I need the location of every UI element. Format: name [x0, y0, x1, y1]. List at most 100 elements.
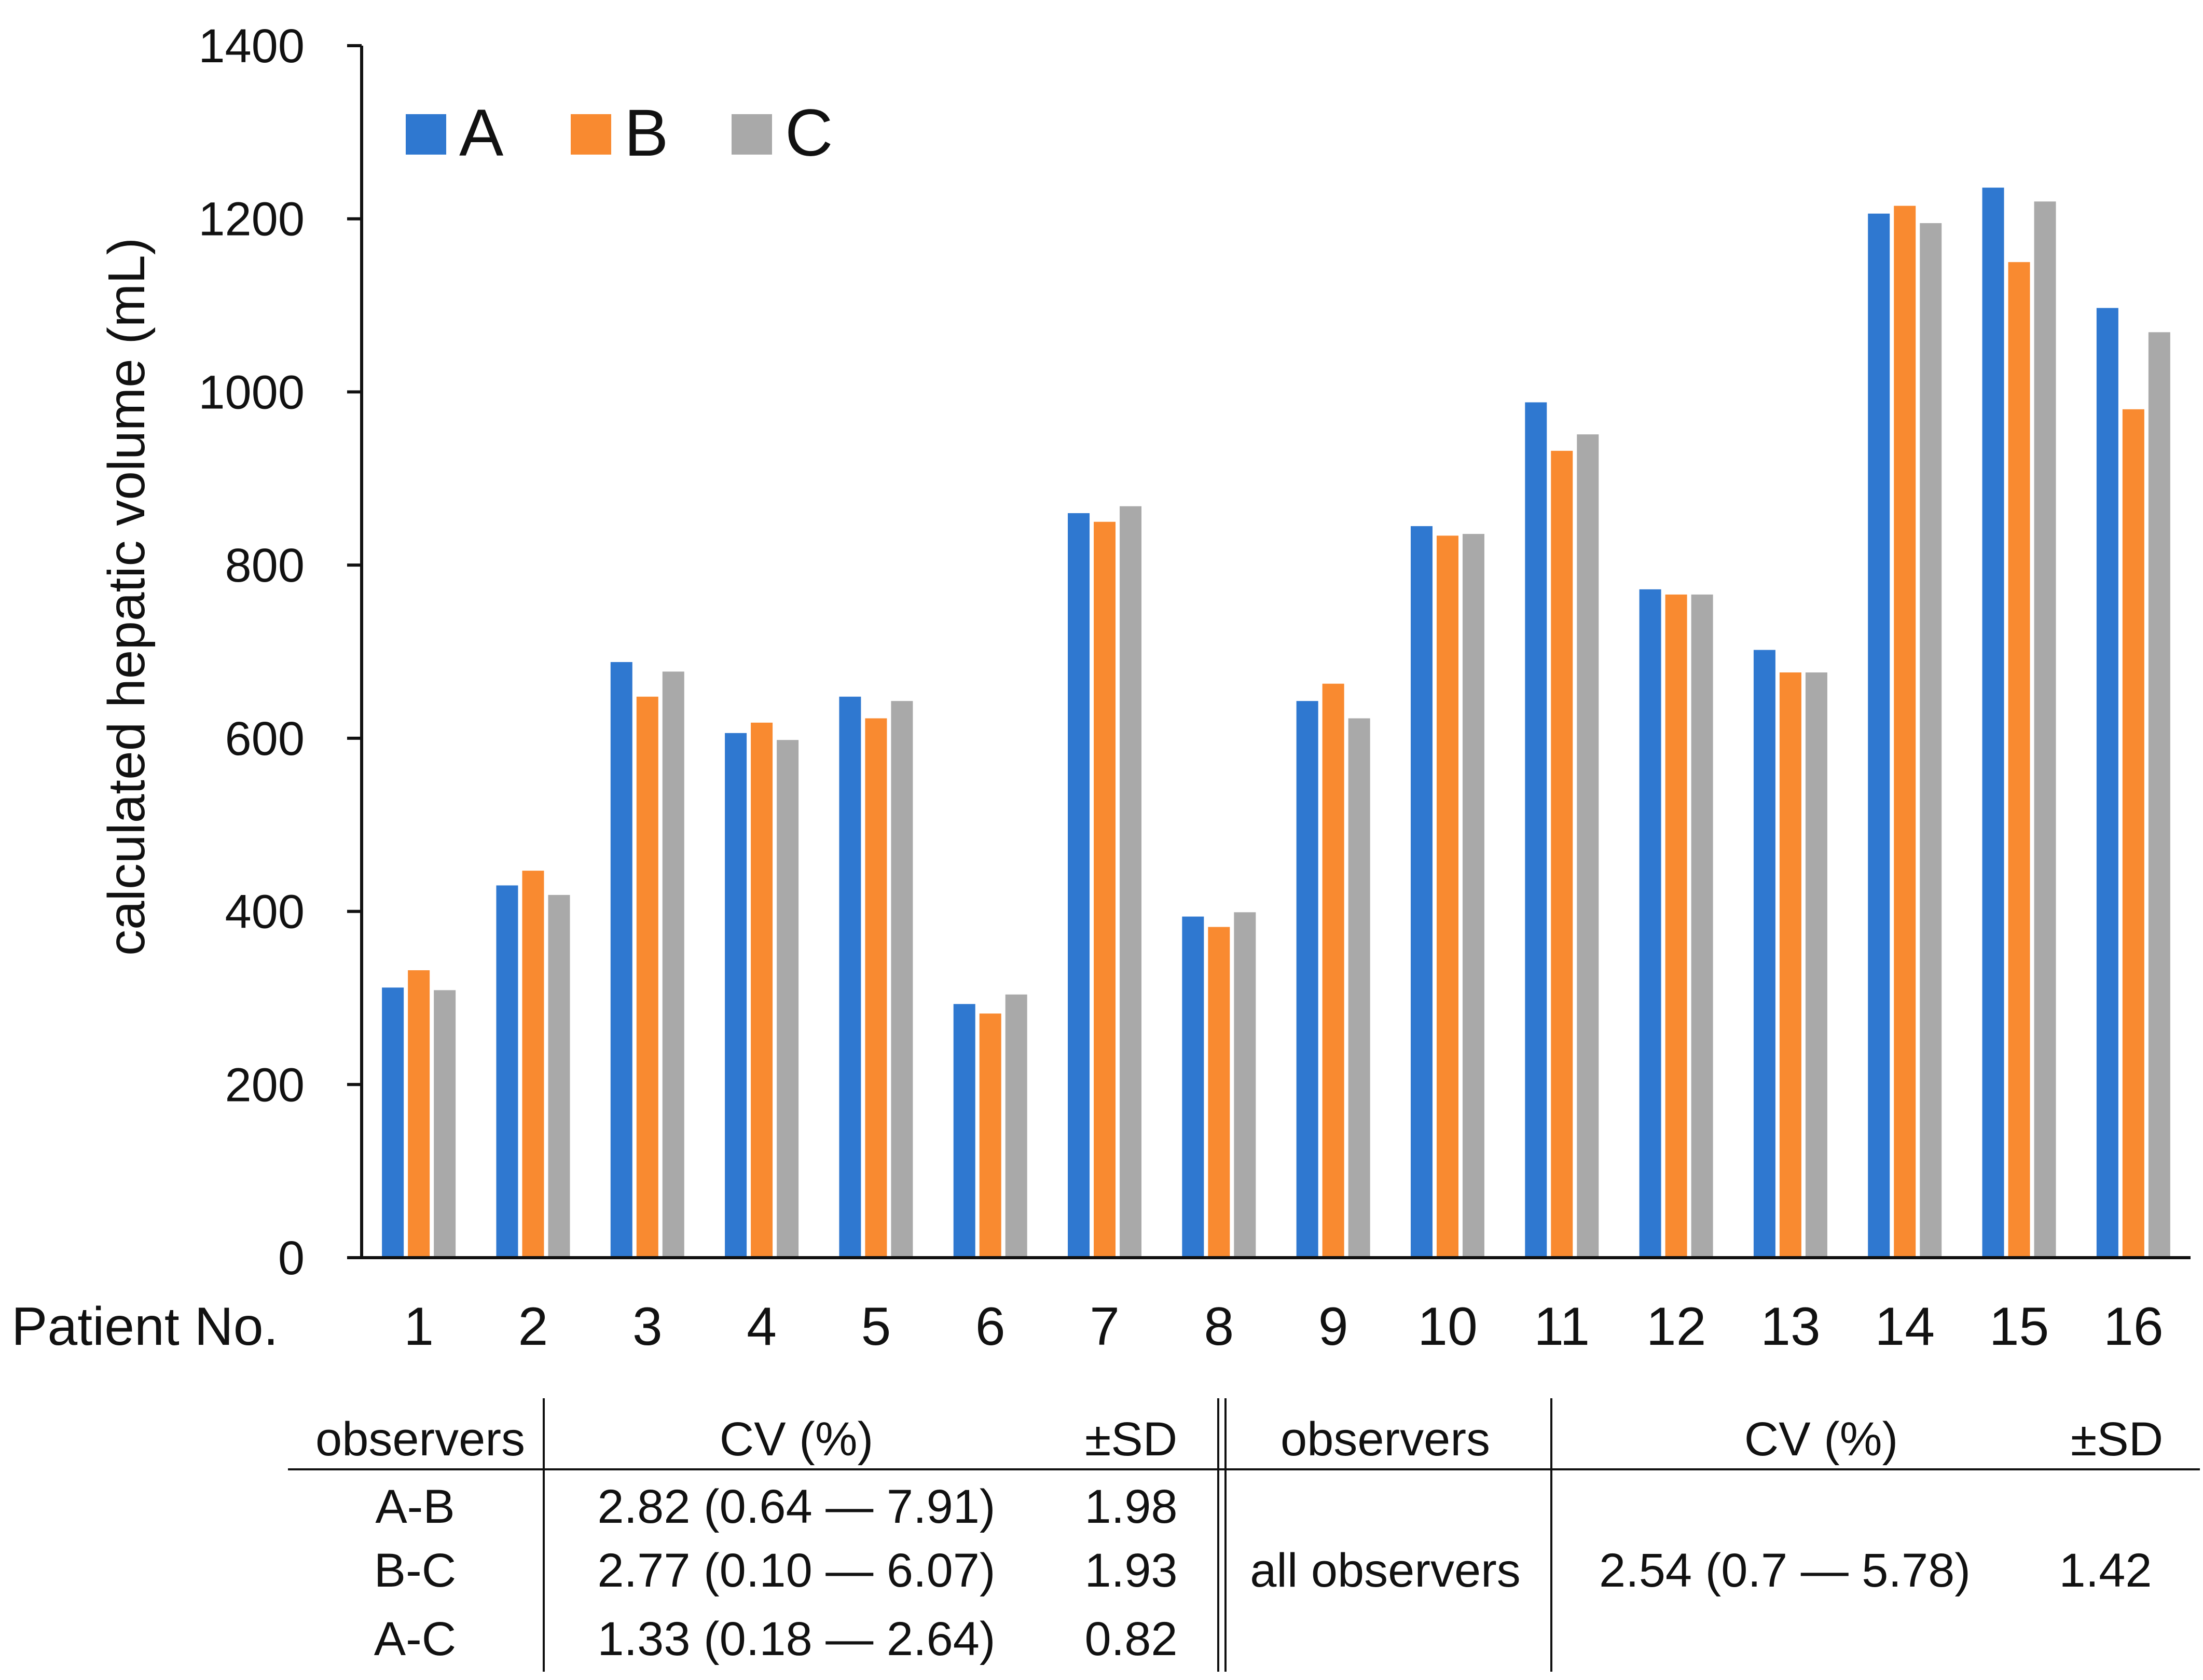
table-header-cv-2: CV (%) — [1744, 1413, 1898, 1466]
x-tick-label: 8 — [1204, 1297, 1234, 1357]
table-row-cv: 2.82 (0.64 — 7.91) — [597, 1480, 995, 1533]
bar-c-patient-12 — [1691, 594, 1713, 1258]
table-header-sd: ±SD — [1085, 1413, 1177, 1466]
bar-a-patient-16 — [2096, 308, 2118, 1258]
y-tick-label: 200 — [225, 1058, 305, 1111]
bar-c-patient-2 — [548, 894, 570, 1258]
bar-a-patient-3 — [610, 662, 632, 1258]
y-axis-label: calculated hepatic volume (mL) — [98, 238, 156, 956]
table-row-pair: A-C — [374, 1613, 456, 1665]
bar-c-patient-7 — [1120, 506, 1142, 1258]
x-tick-label: 12 — [1646, 1297, 1706, 1357]
bar-b-patient-3 — [636, 696, 658, 1258]
bar-a-patient-13 — [1753, 650, 1775, 1258]
x-tick-label: 6 — [975, 1297, 1006, 1357]
bar-c-patient-10 — [1462, 534, 1484, 1258]
table-all-observers-label: all observers — [1250, 1544, 1521, 1597]
bar-c-patient-9 — [1348, 718, 1370, 1258]
x-tick-label: 14 — [1875, 1297, 1935, 1357]
bar-b-patient-7 — [1094, 521, 1116, 1258]
bar-a-patient-7 — [1068, 513, 1090, 1258]
x-axis-label: Patient No. — [11, 1297, 279, 1357]
legend-swatch-c — [732, 114, 772, 155]
legend-swatch-a — [406, 114, 446, 155]
table-header-observers: observers — [315, 1413, 525, 1466]
bar-a-patient-11 — [1525, 402, 1547, 1258]
bar-c-patient-15 — [2034, 201, 2056, 1258]
bar-a-patient-1 — [382, 987, 404, 1258]
x-tick-label: 5 — [861, 1297, 891, 1357]
bar-c-patient-4 — [777, 740, 799, 1258]
bar-a-patient-9 — [1296, 701, 1318, 1258]
legend-label-a: A — [459, 96, 504, 170]
y-tick-label: 400 — [225, 886, 305, 939]
y-tick-label: 1200 — [198, 193, 305, 246]
x-ticks: 1 2 3 4 5 6 7 8 9 10 11 12 13 14 15 16 — [404, 1297, 2163, 1357]
table-row-sd: 1.98 — [1084, 1480, 1177, 1533]
x-tick-label: 11 — [1534, 1297, 1590, 1357]
y-tick-label: 0 — [278, 1232, 305, 1285]
bar-c-patient-11 — [1577, 434, 1599, 1258]
bar-a-patient-14 — [1868, 213, 1890, 1258]
bar-a-patient-10 — [1410, 526, 1433, 1258]
y-tick-label: 800 — [225, 539, 305, 592]
table-row-sd: 1.93 — [1084, 1544, 1177, 1597]
bar-a-patient-4 — [725, 733, 747, 1258]
table-all-observers-cv: 2.54 (0.7 — 5.78) — [1599, 1544, 1971, 1597]
table-row-cv: 1.33 (0.18 — 2.64) — [597, 1613, 995, 1665]
table-row-sd: 0.82 — [1084, 1613, 1177, 1665]
table-all-observers-sd: 1.42 — [2059, 1544, 2152, 1597]
x-tick-label: 7 — [1090, 1297, 1120, 1357]
bar-b-patient-12 — [1665, 594, 1687, 1258]
x-tick-label: 4 — [747, 1297, 777, 1357]
table-row-pair: A-B — [375, 1480, 455, 1533]
legend-swatch-b — [571, 114, 611, 155]
bar-c-patient-14 — [1920, 223, 1942, 1258]
legend: A B C — [406, 96, 833, 170]
bar-b-patient-6 — [979, 1013, 1001, 1258]
bar-a-patient-12 — [1639, 589, 1661, 1258]
bar-b-patient-5 — [865, 718, 887, 1258]
bar-c-patient-6 — [1005, 994, 1027, 1258]
table-header-observers-2: observers — [1281, 1413, 1490, 1466]
bar-b-patient-15 — [2008, 262, 2030, 1258]
bar-b-patient-8 — [1208, 927, 1230, 1258]
bar-b-patient-2 — [522, 871, 544, 1258]
x-tick-label: 16 — [2103, 1297, 2164, 1357]
bar-b-patient-9 — [1322, 683, 1344, 1258]
x-tick-label: 9 — [1318, 1297, 1348, 1357]
bar-c-patient-13 — [1805, 672, 1827, 1258]
x-tick-label: 10 — [1417, 1297, 1478, 1357]
bar-a-patient-6 — [953, 1004, 975, 1258]
bar-b-patient-10 — [1436, 535, 1458, 1258]
bar-b-patient-14 — [1894, 205, 1916, 1258]
bar-b-patient-11 — [1551, 450, 1573, 1258]
bar-c-patient-3 — [662, 671, 684, 1258]
y-tick-label: 1000 — [198, 366, 305, 419]
legend-label-b: B — [624, 96, 668, 170]
bar-c-patient-8 — [1234, 912, 1256, 1258]
bar-c-patient-16 — [2148, 332, 2170, 1258]
x-tick-label: 1 — [404, 1297, 434, 1357]
y-tick-label: 1400 — [198, 20, 305, 73]
x-tick-label: 15 — [1989, 1297, 2049, 1357]
bar-b-patient-4 — [751, 722, 773, 1258]
bar-a-patient-8 — [1182, 916, 1204, 1258]
y-ticks: 0 200 400 600 800 1000 1200 1400 — [198, 20, 362, 1285]
x-tick-label: 3 — [632, 1297, 663, 1357]
table-row-cv: 2.77 (0.10 — 6.07) — [597, 1544, 995, 1597]
bar-a-patient-5 — [839, 696, 861, 1258]
y-tick-label: 600 — [225, 712, 305, 765]
table-header-cv: CV (%) — [720, 1413, 873, 1466]
x-tick-label: 2 — [518, 1297, 548, 1357]
bar-b-patient-1 — [408, 970, 430, 1258]
table-header-sd-2: ±SD — [2071, 1413, 2163, 1466]
bar-b-patient-13 — [1779, 672, 1801, 1258]
bar-c-patient-1 — [434, 990, 456, 1258]
bars — [382, 187, 2170, 1258]
bar-c-patient-5 — [891, 701, 913, 1258]
x-tick-label: 13 — [1760, 1297, 1821, 1357]
cv-table: observers CV (%) ±SD observers CV (%) ±S… — [288, 1398, 2200, 1672]
table-row-pair: B-C — [374, 1544, 456, 1597]
